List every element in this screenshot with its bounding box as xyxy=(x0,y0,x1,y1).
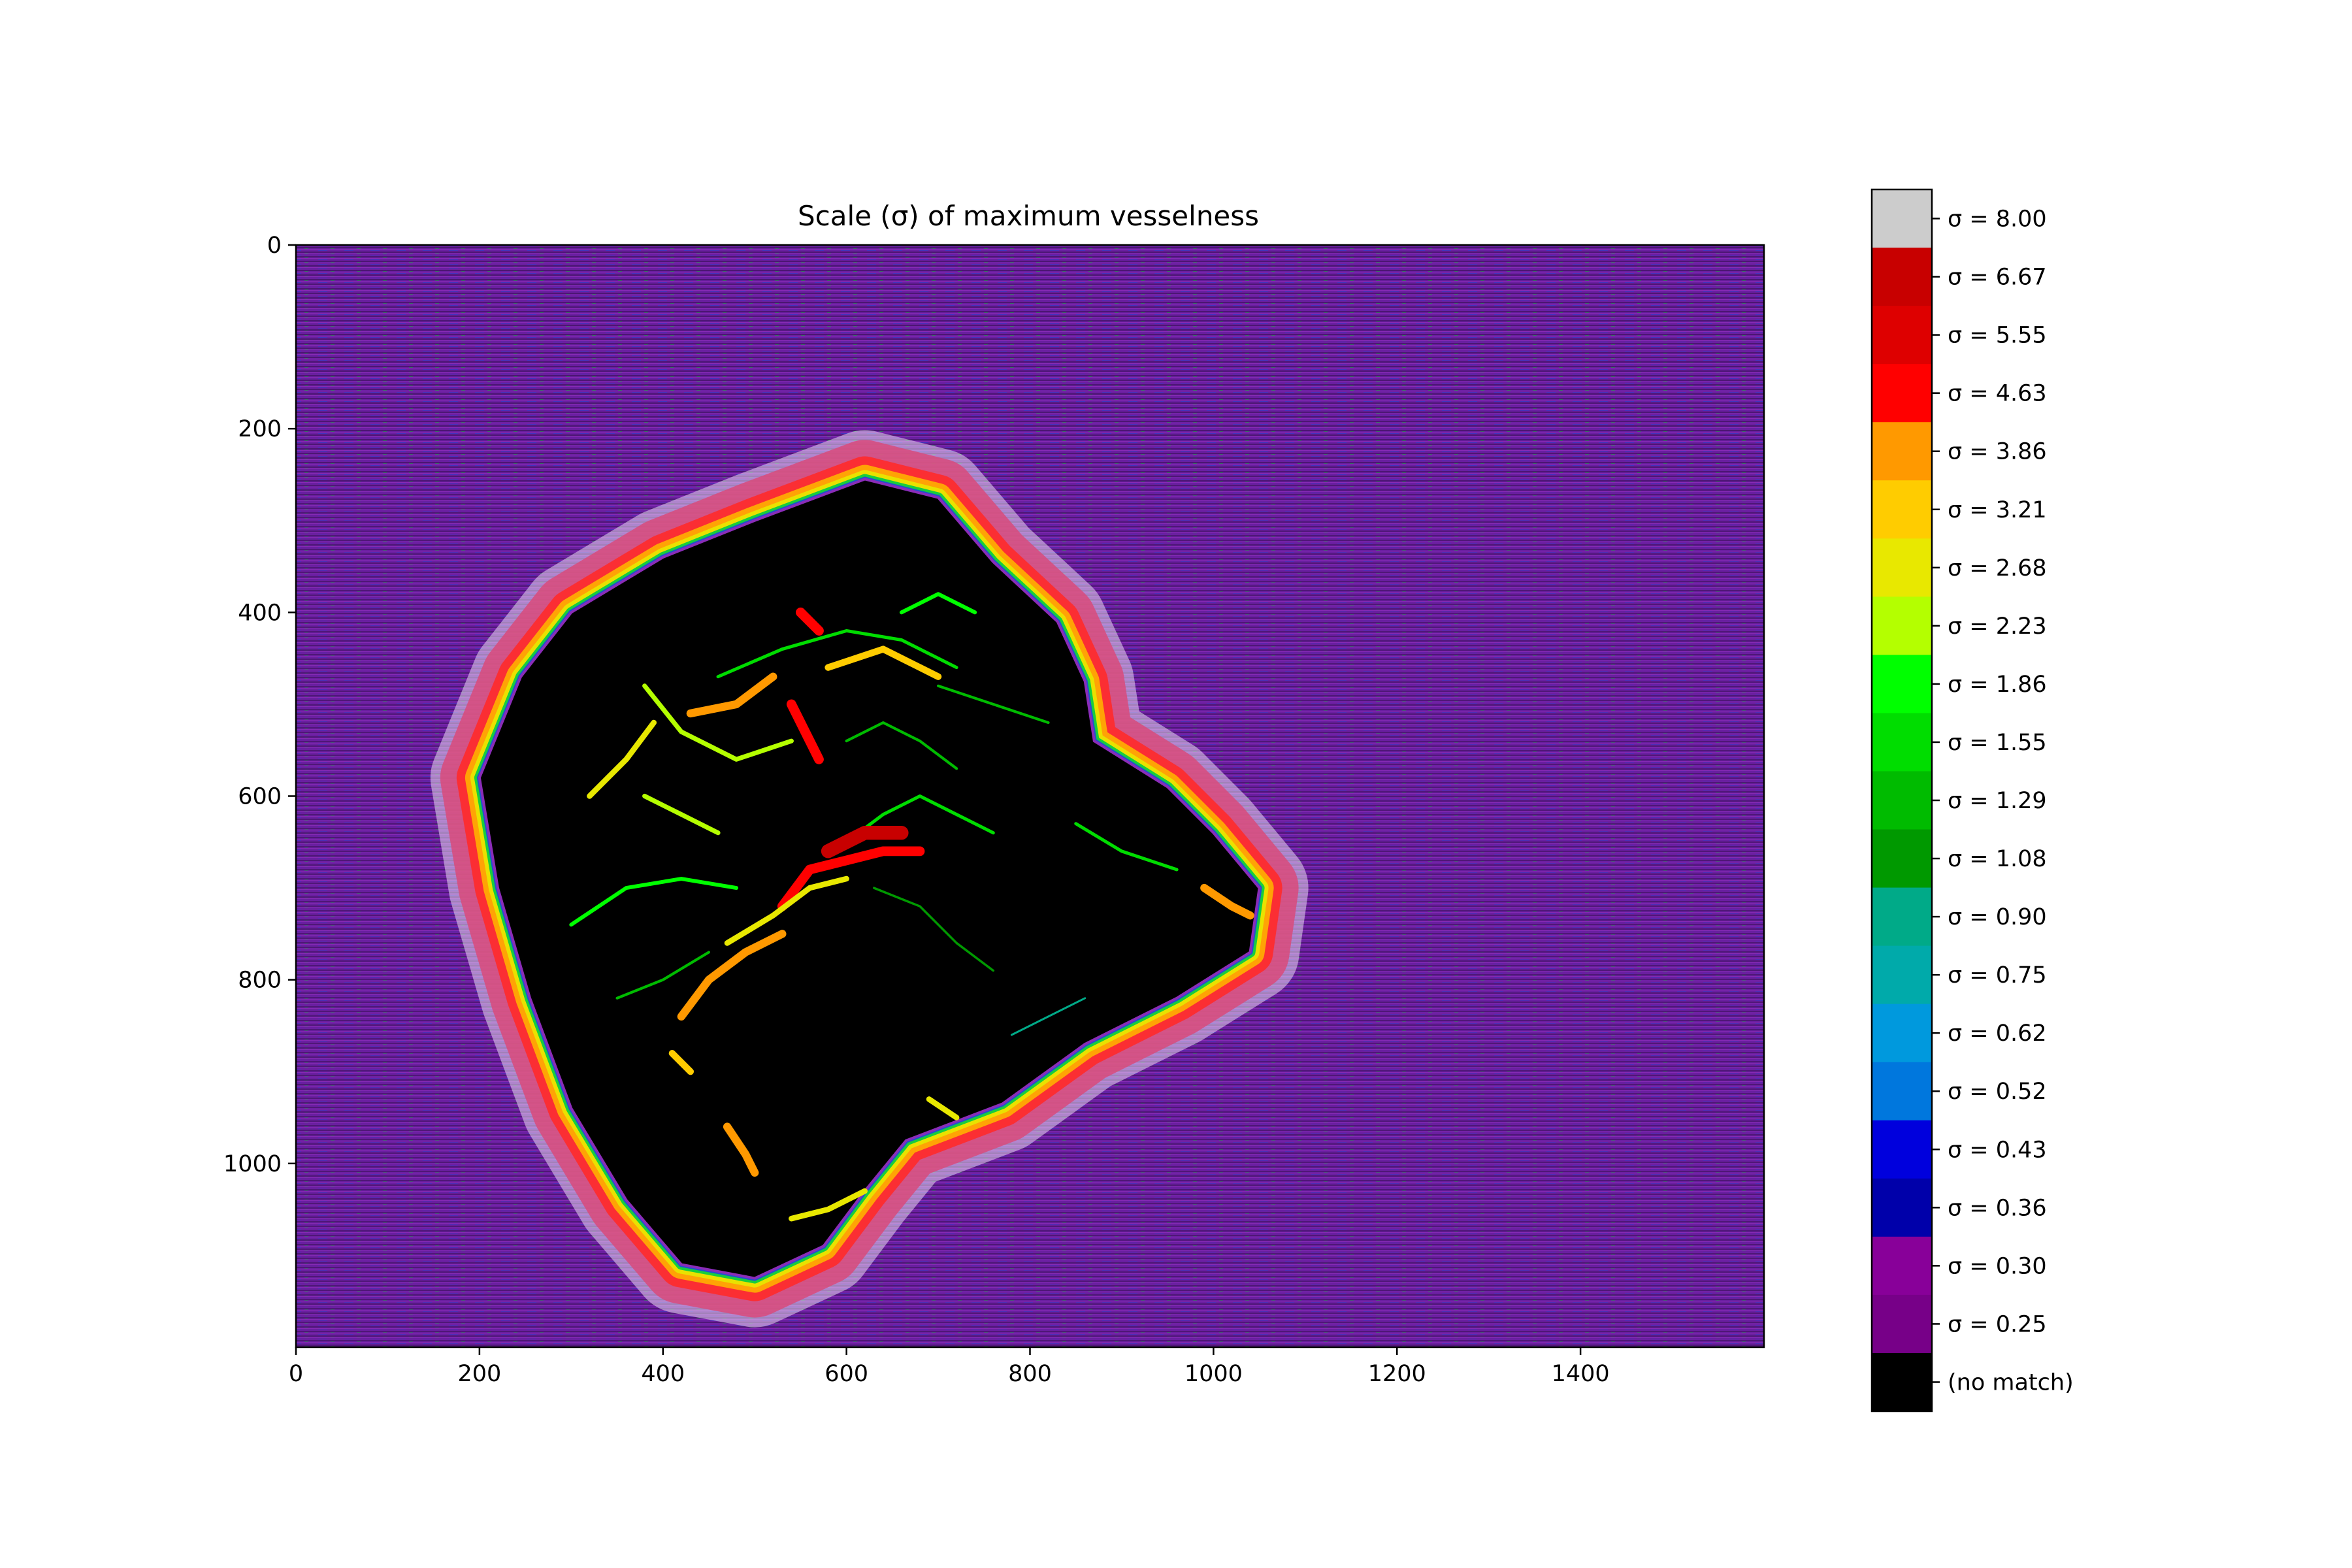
vessel-segment xyxy=(615,951,711,1000)
colorbar-label: σ = 4.63 xyxy=(1948,381,2047,407)
colorbar-swatch xyxy=(1872,945,1932,1005)
colorbar-swatch xyxy=(1872,887,1932,947)
colorbar-swatch xyxy=(1872,1062,1932,1121)
vessel-segment xyxy=(936,684,1050,725)
vessel-segment xyxy=(668,1049,694,1075)
colorbar-label: σ = 0.62 xyxy=(1948,1021,2047,1047)
vessel-segment xyxy=(786,699,824,764)
x-tick-label: 400 xyxy=(641,1361,685,1387)
colorbar-label: σ = 5.55 xyxy=(1948,323,2047,349)
y-tick-label: 400 xyxy=(238,600,282,626)
colorbar-label: σ = 1.86 xyxy=(1948,672,2047,698)
colorbar-label: σ = 1.08 xyxy=(1948,846,2047,872)
vessel-segment xyxy=(686,672,777,718)
colorbar-swatch xyxy=(1872,248,1932,306)
colorbar-label: σ = 0.36 xyxy=(1948,1195,2047,1221)
y-tick-label: 200 xyxy=(238,416,282,442)
colorbar-label: σ = 0.43 xyxy=(1948,1137,2047,1163)
colorbar-swatch xyxy=(1872,1352,1932,1412)
colorbar-swatch xyxy=(1872,538,1932,597)
x-tick-label: 600 xyxy=(825,1361,868,1387)
vessel-segments xyxy=(569,592,1254,1222)
colorbar-swatch xyxy=(1872,713,1932,772)
vessel-segment xyxy=(796,607,824,636)
vessel-segment xyxy=(642,683,794,762)
colorbar-swatch xyxy=(1872,1120,1932,1179)
colorbar-label: σ = 0.52 xyxy=(1948,1079,2047,1105)
x-tick-label: 1200 xyxy=(1368,1361,1426,1387)
x-tick-label: 1400 xyxy=(1552,1361,1610,1387)
colorbar-swatch xyxy=(1872,1004,1932,1063)
colorbar-swatch xyxy=(1872,1236,1932,1296)
colorbar-swatch xyxy=(1872,1294,1932,1354)
colorbar-label: σ = 0.90 xyxy=(1948,904,2047,930)
vessel-segment xyxy=(1010,997,1086,1036)
vessel-segment xyxy=(821,826,909,858)
vessel-segment xyxy=(825,645,942,680)
colorbar-label: σ = 1.55 xyxy=(1948,730,2047,756)
colorbar-swatch xyxy=(1872,480,1932,539)
colorbar-label: σ = 3.21 xyxy=(1948,497,2047,523)
colorbar-label: σ = 3.86 xyxy=(1948,439,2047,465)
colorbar-swatch xyxy=(1872,306,1932,365)
y-axis: 0 200 400 600 800 1000 xyxy=(223,233,296,1177)
chart-title: Scale (σ) of maximum vesselness xyxy=(798,200,1259,232)
vessel-segment xyxy=(926,1096,960,1120)
heatmap-top-band xyxy=(296,245,1764,484)
vessel-segment xyxy=(777,846,925,911)
colorbar-label: σ = 2.23 xyxy=(1948,613,2047,640)
x-tick-label: 1000 xyxy=(1184,1361,1243,1387)
colorbar-swatch xyxy=(1872,364,1932,423)
colorbar-label: σ = 8.00 xyxy=(1948,206,2047,233)
y-tick-label: 800 xyxy=(238,968,282,994)
vessel-segment xyxy=(716,629,958,679)
x-axis: 0 200 400 600 800 1000 1200 1400 xyxy=(289,1347,1610,1387)
colorbar-swatch xyxy=(1872,422,1932,481)
heatmap-plot-area xyxy=(296,245,1764,1347)
colorbar-swatch xyxy=(1872,655,1932,713)
vessel-segment xyxy=(899,592,977,615)
colorbar-label: (no match) xyxy=(1948,1369,2074,1396)
vessel-segment xyxy=(642,793,721,836)
colorbar-swatch xyxy=(1872,596,1932,655)
colorbar-label: σ = 0.30 xyxy=(1948,1253,2047,1279)
vessel-segment xyxy=(569,877,739,927)
colorbar-label: σ = 1.29 xyxy=(1948,788,2047,814)
vessel-segment xyxy=(723,1122,759,1177)
x-tick-label: 0 xyxy=(289,1361,303,1387)
x-tick-label: 800 xyxy=(1008,1361,1052,1387)
vessel-segment xyxy=(873,887,995,972)
colorbar-swatch xyxy=(1872,189,1932,248)
colorbar-label: σ = 6.67 xyxy=(1948,265,2047,291)
y-tick-label: 0 xyxy=(267,233,282,259)
colorbar-swatch xyxy=(1872,1178,1932,1237)
colorbar-label: σ = 0.25 xyxy=(1948,1311,2047,1337)
colorbar-frame xyxy=(1870,188,1933,1413)
vessel-segment xyxy=(1200,883,1254,920)
y-tick-label: 600 xyxy=(238,784,282,810)
vessel-segment xyxy=(677,930,787,1021)
vessel-segment xyxy=(845,794,995,844)
colorbar-label: σ = 0.75 xyxy=(1948,962,2047,988)
vessel-segment xyxy=(789,1188,868,1222)
vessel-segment xyxy=(587,719,657,799)
vessel-segment xyxy=(1074,822,1179,872)
colorbar-swatch xyxy=(1872,771,1932,830)
vessel-segment xyxy=(845,721,958,770)
vessel-segment xyxy=(724,875,849,946)
colorbar-swatch xyxy=(1872,829,1932,889)
no-match-region xyxy=(478,478,1261,1280)
y-tick-label: 1000 xyxy=(223,1151,282,1177)
colorbar-label: σ = 2.68 xyxy=(1948,555,2047,581)
colorbar: σ = 8.00 σ = 6.67 σ = 5.55 σ = 4.63 σ = 3.86… xyxy=(1870,188,2074,1413)
x-tick-label: 200 xyxy=(457,1361,501,1387)
